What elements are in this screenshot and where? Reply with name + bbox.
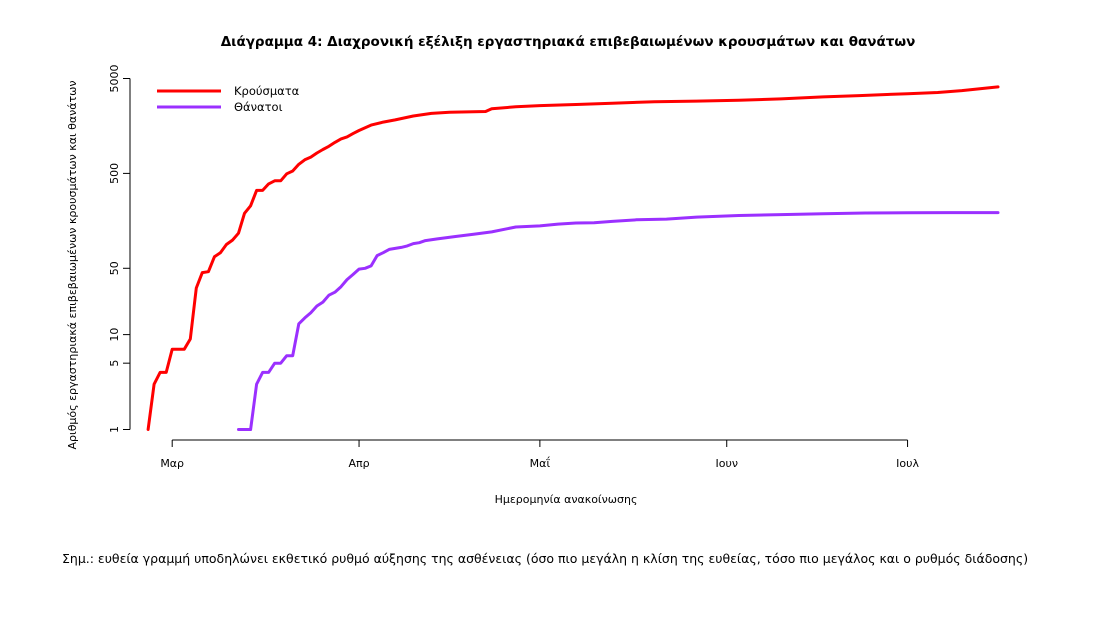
series-line [146, 85, 1000, 431]
series-line [237, 211, 1000, 431]
y-tick-label: 1 [108, 426, 121, 433]
y-tick-label: 10 [108, 328, 121, 342]
axes: 1 5 10 50 500 5000 Μαρ Απρ Μαΐ Ιουν Ιουλ [108, 65, 919, 471]
x-tick-label: Ιουλ [896, 457, 919, 470]
x-tick-label: Μαΐ [530, 456, 551, 470]
chart-title: Διάγραμμα 4: Διαχρονική εξέλιξη εργαστηρ… [221, 34, 916, 50]
series-layer [146, 85, 1000, 431]
y-tick-label: 500 [108, 163, 121, 184]
x-tick-label: Ιουν [715, 457, 737, 470]
y-tick-label: 5000 [108, 65, 121, 93]
y-tick-label: 50 [108, 261, 121, 275]
legend-label: Κρούσματα [234, 84, 300, 98]
chart-note: Σημ.: ευθεία γραμμή υποδηλώνει εκθετικό … [62, 551, 1029, 566]
x-axis-label: Ημερομηνία ανακοίνωσης [495, 493, 638, 506]
legend-label: Θάνατοι [234, 100, 283, 114]
y-axis-label: Αριθμός εργαστηριακά επιβεβαιωμένων κρου… [66, 80, 79, 449]
chart: Διάγραμμα 4: Διαχρονική εξέλιξη εργαστηρ… [66, 34, 1000, 506]
x-tick-label: Απρ [348, 457, 369, 470]
x-tick-label: Μαρ [160, 457, 184, 470]
legend: Κρούσματα Θάνατοι [157, 84, 300, 114]
y-tick-label: 5 [108, 360, 121, 367]
